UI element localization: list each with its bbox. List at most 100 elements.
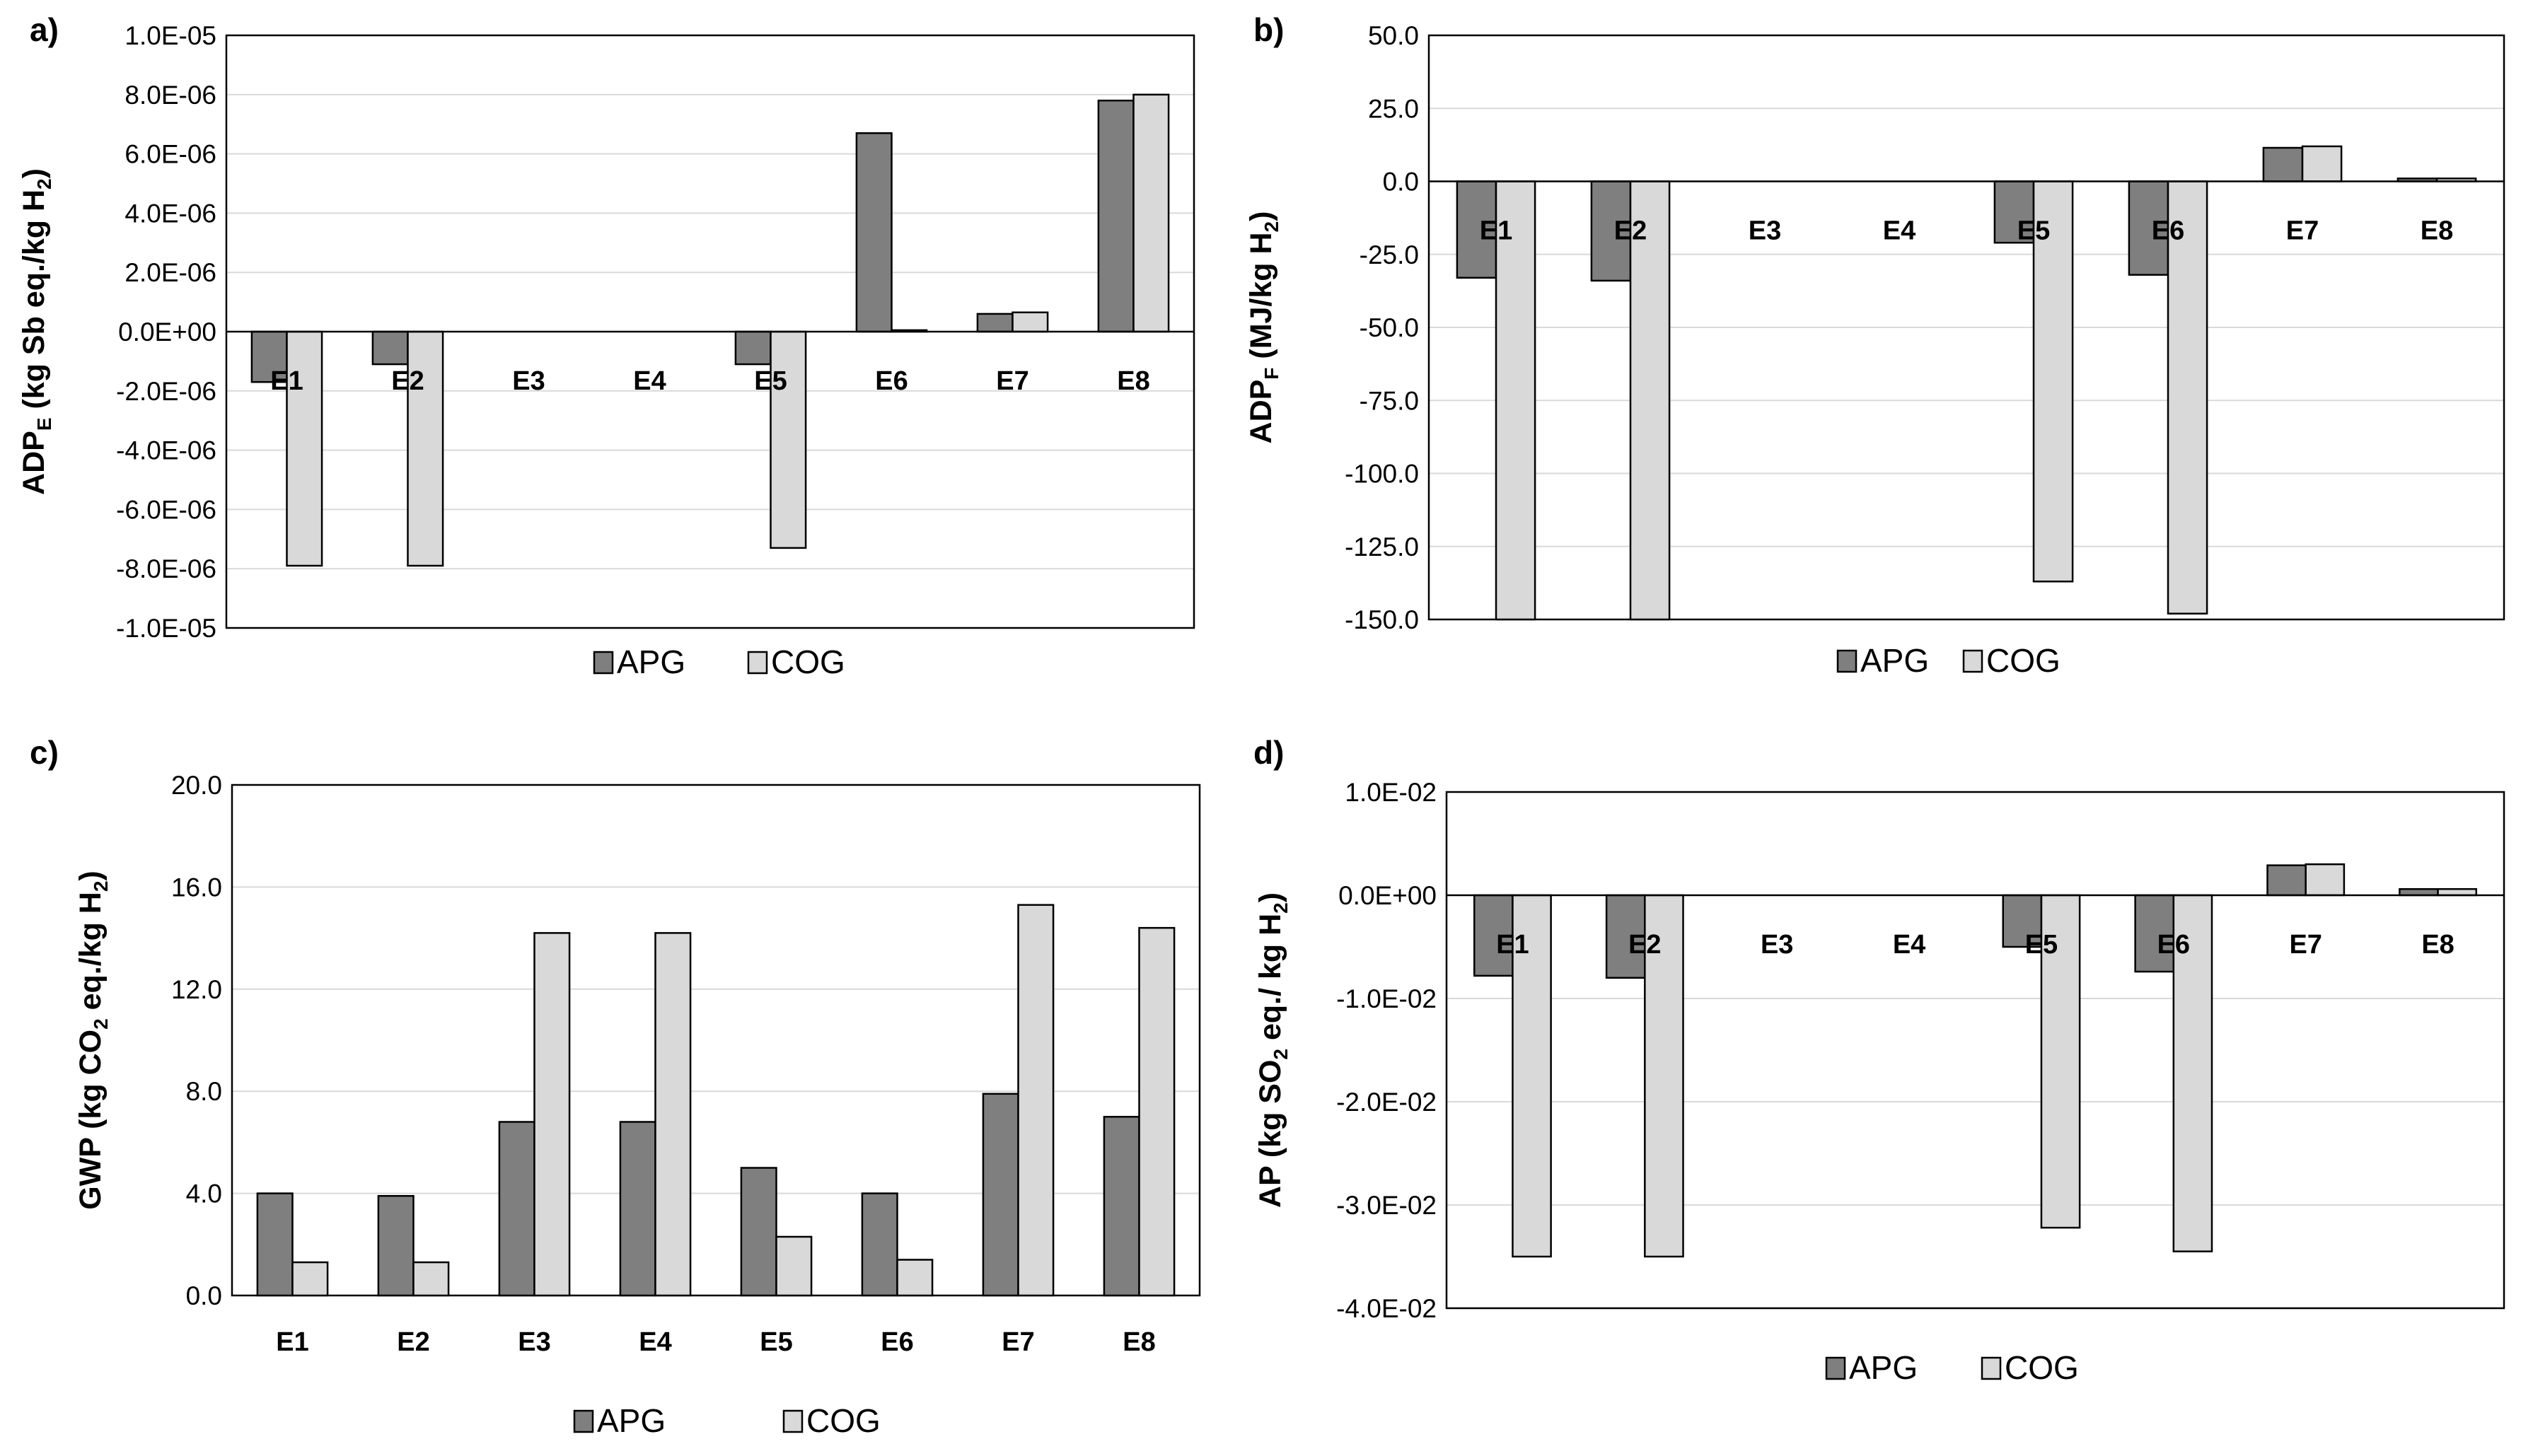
y-tick-label: 0.0E+00 [118,318,216,346]
y-tick-label: -1.0E-05 [116,614,216,643]
panel-label: c) [30,734,59,771]
bar-cog-e7 [1017,904,1055,1297]
legend-swatch-cog [782,1409,804,1433]
category-label: E3 [512,366,545,396]
category-label: E7 [996,366,1028,396]
bar-cog-e1 [286,330,323,567]
category-label: E4 [639,1327,671,1357]
y-tick-label: 2.0E-06 [124,258,216,287]
category-label: E3 [1749,216,1781,246]
panel-label: d) [1253,734,1284,771]
bar-apg-e6 [2128,180,2169,276]
legend-label-apg: APG [597,1402,666,1439]
category-label: E5 [2025,930,2058,960]
bar-cog-e5 [2032,180,2074,583]
bar-cog-e8 [1138,926,1176,1297]
bar-apg-e4 [619,1121,656,1297]
category-label: E6 [2152,216,2184,246]
chart-c: 20.0 16.0 12.0 8.0 4.0 0.0 E1 E2 E3 E4 E5 E6 E7 E8 c) G… [30,734,1201,1439]
y-tick-label: 25.0 [1368,94,1419,123]
category-label: E7 [2289,930,2322,960]
category-label: E3 [518,1327,550,1357]
category-label: E1 [1496,930,1529,960]
category-label: E8 [2421,930,2454,960]
panel-label: b) [1253,11,1284,48]
bar-apg-e7 [2262,146,2304,182]
y-tick-label: 0.0 [186,1281,222,1310]
legend-swatch-apg [1825,1356,1846,1380]
category-label: E1 [270,366,303,396]
y-tick-label: 12.0 [171,975,222,1004]
category-label: E2 [1614,216,1647,246]
y-tick-label: 16.0 [171,873,222,902]
bar-apg-e3 [498,1121,535,1297]
bar-apg-e1 [1473,894,1514,977]
y-tick-label: 0.0E+00 [1338,881,1437,910]
category-label: E6 [881,1327,913,1357]
bar-cog-e1 [291,1261,329,1297]
chart-a: 1.0E-05 8.0E-06 6.0E-06 4.0E-06 2.0E-06 0.0E+… [17,11,1195,680]
category-label: E1 [1480,216,1512,246]
y-tick-label: -150.0 [1345,605,1419,634]
bar-apg-e2 [1590,180,1632,282]
category-label: E1 [276,1327,308,1357]
category-label: E4 [633,366,666,396]
category-label: E6 [2157,930,2190,960]
category-label: E5 [754,366,787,396]
legend: APG COG [1836,642,2061,679]
y-tick-label: -6.0E-06 [116,495,216,524]
y-tick-label: -8.0E-06 [116,554,216,583]
y-tick-label: -2.0E-06 [116,377,216,406]
bar-cog-e7 [2301,145,2343,182]
bar-cog-e1 [1512,894,1552,1258]
category-label: E8 [1123,1327,1155,1357]
bar-cog-e5 [2040,894,2081,1229]
legend-swatch-apg [1836,649,1858,673]
bar-cog-e5 [770,330,807,549]
y-axis-title: ADPE (kg Sb eq./kg H2) [17,168,55,495]
plot-area-border [1427,34,2505,621]
bar-cog-e2 [1629,180,1671,621]
bar-cog-e7 [2305,863,2346,897]
y-tick-label: -1.0E-02 [1336,984,1437,1013]
bar-apg-e6 [2134,894,2175,973]
bar-apg-e7 [982,1093,1019,1297]
panel-label: a) [30,11,59,48]
legend-swatch-apg [573,1409,594,1433]
bar-apg-e5 [2002,894,2043,948]
bar-apg-e8 [2399,887,2439,897]
legend-label-apg: APG [1860,642,1929,679]
y-tick-label: 50.0 [1368,21,1419,50]
category-label: E8 [1117,366,1149,396]
category-label: E2 [1628,930,1661,960]
y-tick-label: -100.0 [1345,460,1419,489]
y-tick-label: 8.0E-06 [124,81,216,110]
bar-cog-e8 [1132,93,1170,333]
bar-apg-e8 [1103,1116,1140,1297]
y-tick-label: 1.0E-05 [124,21,216,50]
legend: APG COG [593,643,845,680]
category-label: E3 [1761,930,1793,960]
bar-cog-e1 [1495,180,1536,621]
bar-apg-e1 [1456,180,1497,279]
legend-swatch-cog [1981,1356,2002,1380]
y-tick-label: -4.0E-02 [1336,1294,1437,1323]
y-tick-label: 4.0E-06 [124,199,216,228]
legend-swatch-apg [593,651,614,675]
y-tick-label: 1.0E-02 [1345,778,1437,807]
category-label: E2 [391,366,424,396]
bar-cog-e6 [2172,894,2213,1252]
bar-apg-e8 [1097,99,1135,333]
y-tick-label: -4.0E-06 [116,436,216,465]
bar-cog-e3 [533,932,571,1297]
y-tick-label: 6.0E-06 [124,140,216,169]
category-label: E5 [760,1327,792,1357]
legend: APG COG [1825,1349,2079,1386]
legend-label-apg: APG [1849,1349,1918,1386]
category-label: E7 [2286,216,2319,246]
y-tick-label: -50.0 [1360,313,1419,342]
bar-apg-e5 [734,330,772,366]
bar-apg-e7 [2266,864,2307,897]
legend-label-cog: COG [806,1402,881,1439]
